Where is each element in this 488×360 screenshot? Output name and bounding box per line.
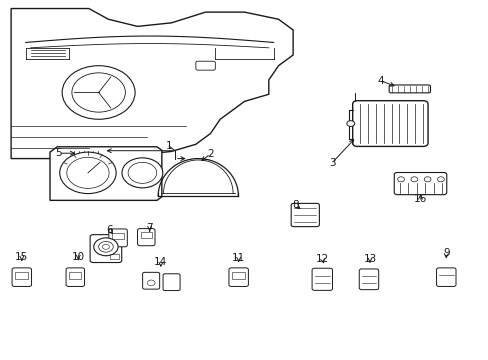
FancyBboxPatch shape xyxy=(436,268,455,287)
Circle shape xyxy=(346,121,354,126)
Circle shape xyxy=(99,242,113,252)
Text: 8: 8 xyxy=(292,200,298,210)
FancyBboxPatch shape xyxy=(66,268,84,287)
FancyBboxPatch shape xyxy=(393,172,446,195)
FancyBboxPatch shape xyxy=(71,150,100,158)
Bar xyxy=(232,272,244,279)
Circle shape xyxy=(62,66,135,119)
Circle shape xyxy=(424,177,430,182)
Text: 1: 1 xyxy=(165,141,172,151)
Text: 4: 4 xyxy=(377,76,383,86)
Text: 2: 2 xyxy=(207,149,213,159)
FancyBboxPatch shape xyxy=(109,229,127,247)
Bar xyxy=(86,179,100,184)
Circle shape xyxy=(102,244,109,249)
Bar xyxy=(112,233,124,239)
Circle shape xyxy=(94,238,118,256)
Text: 10: 10 xyxy=(72,252,84,262)
Circle shape xyxy=(72,73,125,112)
Bar xyxy=(110,254,119,259)
FancyBboxPatch shape xyxy=(90,235,122,262)
Circle shape xyxy=(410,177,417,182)
Bar xyxy=(69,272,81,279)
Bar xyxy=(141,232,152,238)
Circle shape xyxy=(128,162,156,183)
FancyBboxPatch shape xyxy=(196,61,215,70)
Circle shape xyxy=(397,177,404,182)
Bar xyxy=(16,272,28,279)
Text: 16: 16 xyxy=(413,194,426,203)
Text: 7: 7 xyxy=(146,223,153,233)
Polygon shape xyxy=(11,9,292,158)
Text: 12: 12 xyxy=(315,253,328,264)
Text: 11: 11 xyxy=(232,252,245,262)
Circle shape xyxy=(67,157,109,188)
Text: 14: 14 xyxy=(154,257,167,267)
FancyBboxPatch shape xyxy=(228,268,248,287)
FancyBboxPatch shape xyxy=(359,269,378,290)
Text: 3: 3 xyxy=(328,158,335,168)
Text: 5: 5 xyxy=(55,148,62,158)
Circle shape xyxy=(437,177,444,182)
Text: 6: 6 xyxy=(106,225,112,235)
FancyBboxPatch shape xyxy=(12,268,31,287)
FancyBboxPatch shape xyxy=(388,85,429,93)
Circle shape xyxy=(60,152,116,194)
Circle shape xyxy=(122,158,163,188)
Polygon shape xyxy=(50,147,162,201)
FancyBboxPatch shape xyxy=(142,273,159,289)
FancyBboxPatch shape xyxy=(352,101,427,147)
FancyBboxPatch shape xyxy=(311,268,332,291)
FancyBboxPatch shape xyxy=(163,274,180,291)
Text: 13: 13 xyxy=(363,253,376,264)
Circle shape xyxy=(147,280,155,286)
Text: 15: 15 xyxy=(15,252,28,262)
FancyBboxPatch shape xyxy=(137,229,155,246)
FancyBboxPatch shape xyxy=(290,203,319,226)
Text: 9: 9 xyxy=(442,248,448,258)
